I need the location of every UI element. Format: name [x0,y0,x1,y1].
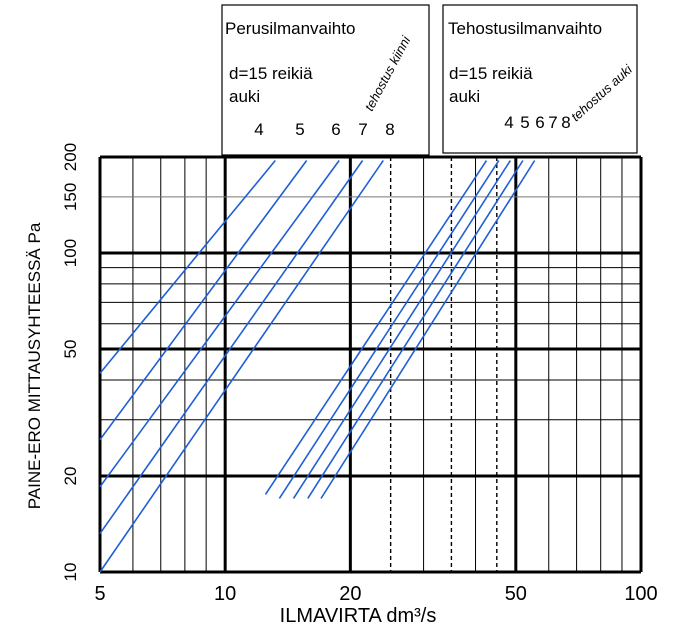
boost-curve-6 [292,160,511,499]
x-tick-label: 20 [339,583,361,605]
boost-ventilation-box: Tehostusilmanvaihto d=15 reikiä auki teh… [442,4,638,154]
basic-curve-label-7: 7 [358,120,367,139]
x-tick-label: 5 [94,583,105,605]
basic-curve-label-4: 4 [254,120,263,139]
basic-box-line2: auki [229,87,260,106]
basic-ventilation-box: Perusilmanvaihto d=15 reikiä auki tehost… [221,4,430,156]
basic-curve-5 [99,160,308,441]
y-axis-title: PAINE-ERO MITTAUSYHTEESSÄ Pa [25,222,44,509]
basic-curve-7 [99,160,364,535]
boost-curve-label-4: 4 [504,113,513,132]
basic-curve-4 [99,159,276,374]
y-tick-label: 20 [61,467,80,486]
axis-ticks: 5 10 20 50 100 10 20 50 100 150 200 [61,143,658,605]
x-tick-label: 10 [214,583,236,605]
basic-curve-8 [99,160,384,573]
x-axis-title: ILMAVIRTA dm³/s [280,605,437,627]
y-tick-label: 50 [61,340,80,359]
basic-curve-label-5: 5 [295,120,304,139]
boost-curve-4 [264,160,488,495]
boost-curve-label-8: 8 [561,113,570,132]
reference-dashed-lines [389,157,498,572]
y-tick-label: 150 [61,183,80,211]
boost-box-line1: d=15 reikiä [449,64,533,83]
boost-curve-label-7: 7 [548,113,557,132]
x-tick-label: 100 [624,583,657,605]
x-tick-label: 50 [505,583,527,605]
basic-curve-label-6: 6 [331,120,340,139]
boost-curve-label-5: 5 [520,113,529,132]
boost-box-line2: auki [449,87,480,106]
boost-curve-5 [278,160,500,499]
boost-curve-label-6: 6 [535,113,544,132]
y-tick-label: 10 [61,563,80,582]
boost-curve-8 [320,160,536,499]
basic-curve-6 [99,160,340,488]
boost-curve-7 [307,160,524,499]
grid [98,155,643,574]
boost-box-title: Tehostusilmanvaihto [448,19,602,38]
basic-box-line1: d=15 reikiä [229,64,313,83]
y-tick-label: 100 [61,239,80,267]
y-tick-label: 200 [61,143,80,171]
basic-curve-label-8: 8 [385,120,394,139]
basic-box-title: Perusilmanvaihto [225,19,355,38]
curves [99,159,536,573]
